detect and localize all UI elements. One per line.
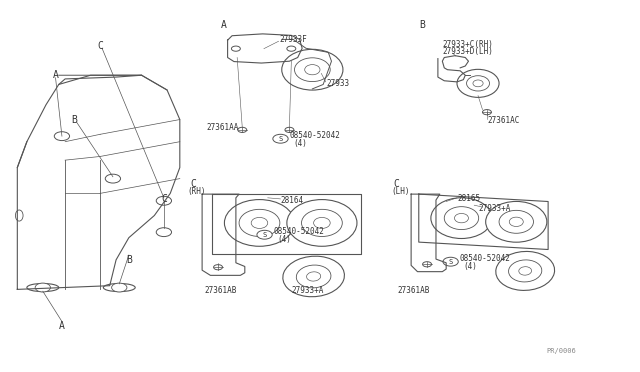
Text: 27361AA: 27361AA [207,123,239,132]
Circle shape [422,262,431,267]
Text: C: C [97,41,103,51]
Ellipse shape [314,217,330,228]
Text: (4): (4) [293,139,307,148]
Text: C: C [190,179,196,189]
Ellipse shape [103,283,135,292]
Circle shape [443,257,458,266]
Ellipse shape [283,256,344,297]
Text: 27933+A: 27933+A [291,286,324,295]
Circle shape [287,46,296,51]
Ellipse shape [509,260,542,282]
Text: A: A [221,20,227,31]
Text: 08540-52042: 08540-52042 [460,254,511,263]
Ellipse shape [499,210,534,233]
Ellipse shape [457,69,499,97]
Text: S: S [449,259,452,265]
Circle shape [273,134,288,143]
Text: A: A [59,321,65,331]
Text: A: A [52,70,58,80]
Text: 27933+D(LH): 27933+D(LH) [442,47,493,56]
Text: (4): (4) [277,235,291,244]
Text: 27361AB: 27361AB [204,286,236,295]
Text: B: B [419,20,425,31]
Text: 28165: 28165 [457,195,480,203]
Circle shape [156,196,172,205]
Text: C: C [394,179,399,189]
Circle shape [156,228,172,237]
Ellipse shape [301,209,342,237]
Circle shape [35,283,51,292]
Text: 08540-52042: 08540-52042 [273,227,324,236]
Text: 27933+A: 27933+A [478,203,511,213]
Text: 27933: 27933 [326,79,349,88]
Circle shape [105,174,120,183]
Ellipse shape [444,207,479,230]
Ellipse shape [431,198,492,238]
Ellipse shape [509,217,524,227]
Ellipse shape [294,58,330,81]
Ellipse shape [486,201,547,242]
Text: (LH): (LH) [392,187,410,196]
Circle shape [238,127,246,132]
Ellipse shape [454,214,468,223]
Ellipse shape [467,76,490,91]
Text: 08540-52042: 08540-52042 [289,131,340,140]
Text: B: B [126,255,132,265]
Ellipse shape [251,217,268,228]
Circle shape [257,230,272,239]
Text: B: B [72,115,77,125]
Circle shape [214,264,223,270]
Ellipse shape [27,283,59,292]
Ellipse shape [15,210,23,221]
Ellipse shape [296,265,331,288]
Ellipse shape [282,49,343,90]
Ellipse shape [239,209,280,237]
Text: PR/0006: PR/0006 [546,349,576,355]
Text: 27933F: 27933F [279,35,307,44]
Circle shape [232,46,241,51]
Ellipse shape [473,80,483,87]
Text: S: S [278,136,283,142]
Ellipse shape [225,199,294,246]
Ellipse shape [519,267,532,275]
Ellipse shape [496,251,555,291]
Text: S: S [262,232,267,238]
Circle shape [483,110,492,115]
Text: (RH): (RH) [188,187,206,196]
Ellipse shape [305,65,320,75]
Text: 28164: 28164 [280,196,303,205]
Text: 27361AB: 27361AB [397,286,430,295]
Text: C: C [161,194,167,204]
Circle shape [54,132,70,141]
Text: 27933+C(RH): 27933+C(RH) [442,41,493,49]
Text: (4): (4) [463,262,477,270]
Text: 27361AC: 27361AC [487,116,519,125]
Ellipse shape [287,199,357,246]
Circle shape [285,127,294,132]
Ellipse shape [307,272,321,281]
Circle shape [111,283,127,292]
